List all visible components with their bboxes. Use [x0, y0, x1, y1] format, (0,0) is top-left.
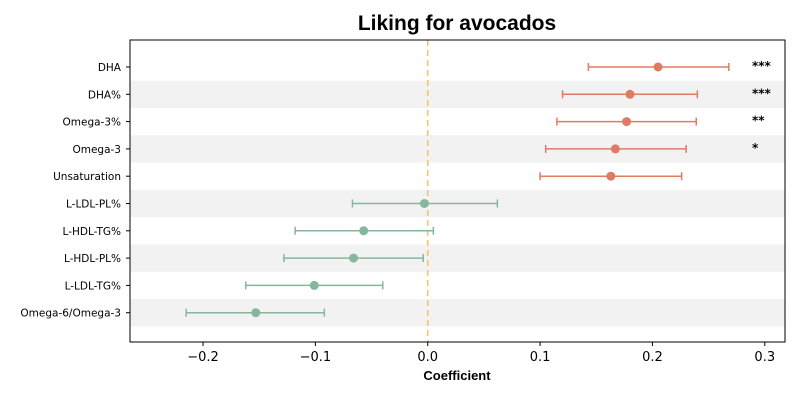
significance-label: **: [752, 114, 765, 128]
y-tick-label: L-LDL-TG%: [65, 280, 121, 292]
x-tick-label: 0.2: [642, 350, 663, 365]
x-ticks: −0.2 −0.1 0.0 0.1 0.2 0.3: [187, 342, 775, 365]
data-point: [251, 308, 261, 318]
data-point: [606, 171, 616, 181]
data-points: [251, 62, 663, 318]
x-tick-label: 0.0: [417, 350, 438, 365]
y-tick-label: L-LDL-PL%: [66, 199, 121, 211]
y-tick-label: Omega-3%: [63, 117, 122, 129]
y-tick-label: Omega-3: [72, 144, 121, 156]
significance-label: ***: [752, 59, 772, 73]
x-tick-label: −0.2: [187, 350, 219, 365]
x-axis-label: Coefficient: [423, 368, 491, 383]
data-point: [622, 117, 632, 127]
data-point: [610, 144, 620, 154]
data-point: [653, 62, 663, 72]
data-point: [625, 89, 635, 99]
y-tick-label: Omega-6/Omega-3: [20, 308, 121, 320]
data-point: [359, 226, 369, 236]
y-tick-label: L-HDL-PL%: [64, 253, 121, 265]
x-tick-label: −0.1: [300, 350, 332, 365]
data-point: [309, 280, 319, 290]
axes: [129, 39, 786, 343]
data-point: [419, 199, 429, 208]
x-tick-label: 0.3: [754, 350, 775, 365]
row-band: [130, 244, 785, 272]
chart-title: Liking for avocados: [358, 12, 556, 35]
x-tick-label: 0.1: [530, 350, 551, 365]
y-tick-label: DHA%: [88, 89, 121, 101]
data-point: [349, 253, 359, 263]
y-tick-labels: DHA DHA% Omega-3% Omega-3 Unsaturation L-LDL-…: [20, 62, 130, 320]
significance-labels: *********: [752, 59, 772, 155]
y-tick-label: DHA: [98, 62, 122, 74]
significance-label: ***: [752, 86, 772, 100]
plot-frame: [129, 39, 786, 343]
y-tick-label: L-HDL-TG%: [63, 226, 121, 238]
y-tick-label: Unsaturation: [53, 171, 121, 183]
significance-label: *: [752, 141, 759, 155]
